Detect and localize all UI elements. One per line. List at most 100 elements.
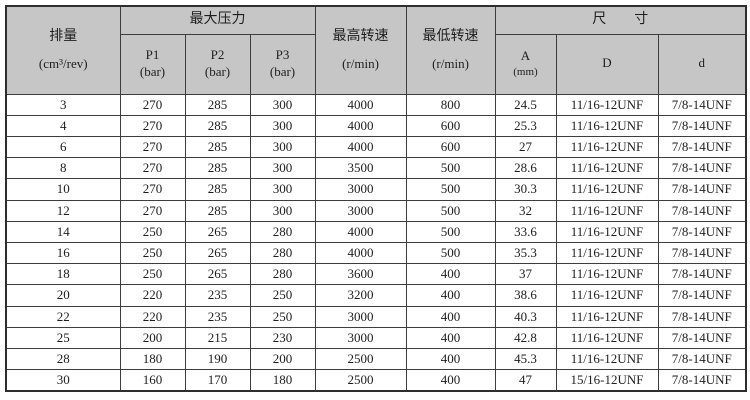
cell-p3: 300 [249, 199, 316, 222]
p3-unit: (bar) [269, 64, 296, 79]
cell-max-speed: 4000 [314, 241, 407, 265]
cell-dim-D: 11/16-12UNF [555, 305, 659, 328]
cell-displacement: 20 [5, 284, 121, 307]
a-unit: (mm) [513, 66, 538, 79]
cell-dim-D: 11/16-12UNF [555, 284, 659, 307]
cell-dim-a: 47 [494, 369, 557, 392]
cell-dim-a: 30.3 [494, 178, 557, 201]
cell-dim-d: 7/8-14UNF [657, 347, 747, 371]
cell-p2: 170 [184, 369, 251, 392]
cell-max-speed: 3500 [314, 157, 407, 180]
cell-min-speed: 500 [405, 241, 496, 265]
cell-p1: 220 [119, 305, 186, 328]
cell-displacement: 4 [5, 114, 121, 137]
cell-displacement: 10 [5, 178, 121, 201]
cell-max-speed: 3000 [314, 305, 407, 328]
table-row: 6 270 285 300 4000 600 27 11/16-12UNF 7/8-14UNF [5, 135, 747, 159]
cell-p3: 250 [249, 305, 316, 328]
cell-max-speed: 2500 [314, 347, 407, 371]
table-row: 3 270 285 300 4000 800 24.5 11/16-12UNF 7/8-14UN… [5, 93, 747, 116]
table-row: 8 270 285 300 3500 500 28.6 11/16-12UNF 7/8-14UN… [5, 157, 747, 180]
table-row: 30 160 170 180 2500 400 47 15/16-12UNF 7/8-14UNF [5, 369, 747, 392]
cell-p1: 270 [119, 93, 186, 116]
a-title: A [520, 48, 531, 64]
cell-dim-D: 11/16-12UNF [555, 93, 659, 116]
p2-unit: (bar) [204, 64, 231, 79]
pump-spec-table: 排量 (cm³/rev) 最大压力 最高转速 (r/min) 最低转速 [5, 5, 748, 392]
col-header-dim-D: D [555, 33, 659, 95]
cell-displacement: 12 [5, 199, 121, 222]
cell-dim-a: 28.6 [494, 157, 557, 180]
cell-min-speed: 400 [405, 326, 496, 349]
cell-max-speed: 2500 [314, 369, 407, 392]
table-row: 14 250 265 280 4000 500 33.6 11/16-12UNF 7/8-14U… [5, 220, 747, 243]
cell-p2: 285 [184, 178, 251, 201]
cell-dim-a: 45.3 [494, 347, 557, 371]
displacement-unit: (cm³/rev) [38, 56, 88, 72]
table-row: 20 220 235 250 3200 400 38.6 11/16-12UNF 7/8-14U… [5, 284, 747, 307]
cell-p3: 300 [249, 157, 316, 180]
cell-p3: 230 [249, 326, 316, 349]
cell-max-speed: 4000 [314, 135, 407, 159]
cell-p1: 250 [119, 263, 186, 286]
cell-min-speed: 600 [405, 135, 496, 159]
p2-title: P2 [210, 47, 225, 63]
cell-max-speed: 3000 [314, 326, 407, 349]
cell-dim-D: 11/16-12UNF [555, 347, 659, 371]
cell-dim-D: 11/16-12UNF [555, 178, 659, 201]
cell-dim-a: 35.3 [494, 241, 557, 265]
cell-min-speed: 400 [405, 347, 496, 371]
cell-dim-d: 7/8-14UNF [657, 263, 747, 286]
cell-p1: 220 [119, 284, 186, 307]
dim-D-title: D [602, 55, 612, 70]
cell-p3: 280 [249, 241, 316, 265]
cell-dim-d: 7/8-14UNF [657, 241, 747, 265]
cell-dim-a: 40.3 [494, 305, 557, 328]
cell-min-speed: 500 [405, 157, 496, 180]
cell-p2: 285 [184, 135, 251, 159]
col-header-p3: P3 (bar) [249, 33, 316, 95]
cell-p3: 200 [249, 347, 316, 371]
table-row: 4 270 285 300 4000 600 25.3 11/16-12UNF 7/8-14UN… [5, 114, 747, 137]
cell-dim-d: 7/8-14UNF [657, 369, 747, 392]
cell-p1: 250 [119, 241, 186, 265]
min-speed-title: 最低转速 [422, 29, 479, 45]
cell-dim-d: 7/8-14UNF [657, 326, 747, 349]
cell-max-speed: 4000 [314, 220, 407, 243]
cell-p2: 285 [184, 157, 251, 180]
cell-dim-d: 7/8-14UNF [657, 199, 747, 222]
cell-p3: 250 [249, 284, 316, 307]
table-row: 28 180 190 200 2500 400 45.3 11/16-12UNF 7/8-14U… [5, 347, 747, 371]
cell-dim-a: 38.6 [494, 284, 557, 307]
cell-min-speed: 400 [405, 305, 496, 328]
cell-displacement: 18 [5, 263, 121, 286]
cell-dim-D: 15/16-12UNF [555, 369, 659, 392]
col-header-displacement: 排量 (cm³/rev) [5, 5, 121, 95]
cell-displacement: 16 [5, 241, 121, 265]
col-header-a: A (mm) [494, 33, 557, 95]
cell-dim-d: 7/8-14UNF [657, 135, 747, 159]
cell-p3: 300 [249, 135, 316, 159]
cell-displacement: 14 [5, 220, 121, 243]
cell-dim-D: 11/16-12UNF [555, 241, 659, 265]
cell-dim-a: 32 [494, 199, 557, 222]
min-speed-unit: (r/min) [432, 56, 469, 72]
max-speed-title: 最高转速 [332, 29, 389, 45]
cell-max-speed: 3000 [314, 199, 407, 222]
header-row-sub: P1 (bar) P2 (bar) P3 (bar) [6, 33, 747, 95]
cell-p3: 300 [249, 114, 316, 137]
max-pressure-title: 最大压力 [189, 12, 246, 28]
col-header-dimensions: 尺 寸 [494, 5, 747, 35]
cell-p3: 300 [249, 93, 316, 116]
cell-p1: 270 [119, 157, 186, 180]
table-row: 22 220 235 250 3000 400 40.3 11/16-12UNF 7/8-14U… [5, 305, 747, 328]
cell-dim-a: 33.6 [494, 220, 557, 243]
cell-min-speed: 400 [405, 284, 496, 307]
cell-p3: 180 [249, 369, 316, 392]
cell-p2: 235 [184, 305, 251, 328]
cell-p2: 265 [184, 220, 251, 243]
cell-dim-d: 7/8-14UNF [657, 157, 747, 180]
cell-max-speed: 3200 [314, 284, 407, 307]
p1-title: P1 [145, 47, 160, 63]
col-header-p2: P2 (bar) [184, 33, 251, 95]
